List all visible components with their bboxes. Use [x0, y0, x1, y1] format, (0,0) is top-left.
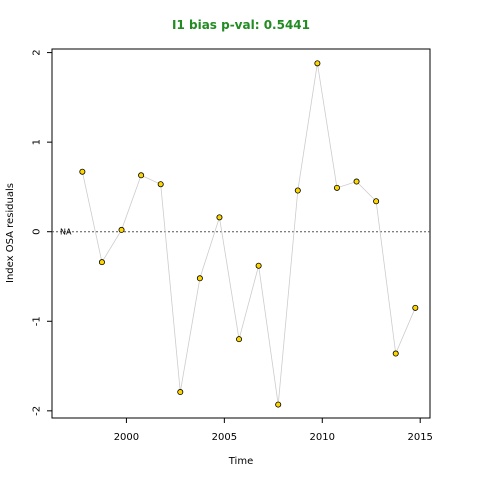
y-tick-label-3: 1	[32, 139, 43, 145]
data-point-3	[138, 172, 145, 179]
y-tick-label-0: -2	[32, 406, 43, 416]
plot-frame	[51, 48, 431, 419]
data-point-2	[118, 226, 125, 233]
x-tick-label-1: 2005	[212, 432, 237, 443]
y-tick-label-4: 2	[32, 49, 43, 55]
x-axis-label: Time	[228, 456, 253, 467]
data-point-16	[392, 350, 399, 357]
x-tick-label-2: 2010	[310, 432, 335, 443]
series-polyline	[81, 63, 416, 405]
data-point-7	[216, 214, 223, 221]
data-point-13	[333, 184, 340, 191]
series-points	[79, 60, 419, 408]
data-point-4	[157, 181, 164, 188]
reference-na-label: NA	[60, 228, 72, 237]
y-tick-label-1: -1	[32, 316, 43, 326]
data-point-10	[275, 401, 282, 408]
y-axis: -2 -1 0 1 2	[32, 49, 52, 416]
x-tick-label-3: 2015	[407, 432, 432, 443]
data-point-17	[412, 304, 419, 311]
data-point-5	[177, 389, 184, 396]
data-point-14	[353, 178, 360, 185]
data-point-0	[79, 168, 86, 175]
data-point-15	[373, 198, 380, 205]
data-point-1	[98, 259, 105, 266]
data-point-11	[294, 187, 301, 194]
data-point-8	[236, 336, 243, 343]
data-point-6	[196, 275, 203, 282]
x-axis: 2000 2005 2010 2015	[114, 418, 433, 443]
x-tick-label-0: 2000	[114, 432, 139, 443]
data-point-12	[314, 60, 321, 67]
y-tick-label-2: 0	[32, 229, 43, 235]
data-point-9	[255, 262, 262, 269]
chart-title: I1 bias p-val: 0.5441	[172, 18, 310, 32]
y-axis-label: Index OSA residuals	[5, 183, 16, 283]
series-line	[81, 63, 416, 405]
